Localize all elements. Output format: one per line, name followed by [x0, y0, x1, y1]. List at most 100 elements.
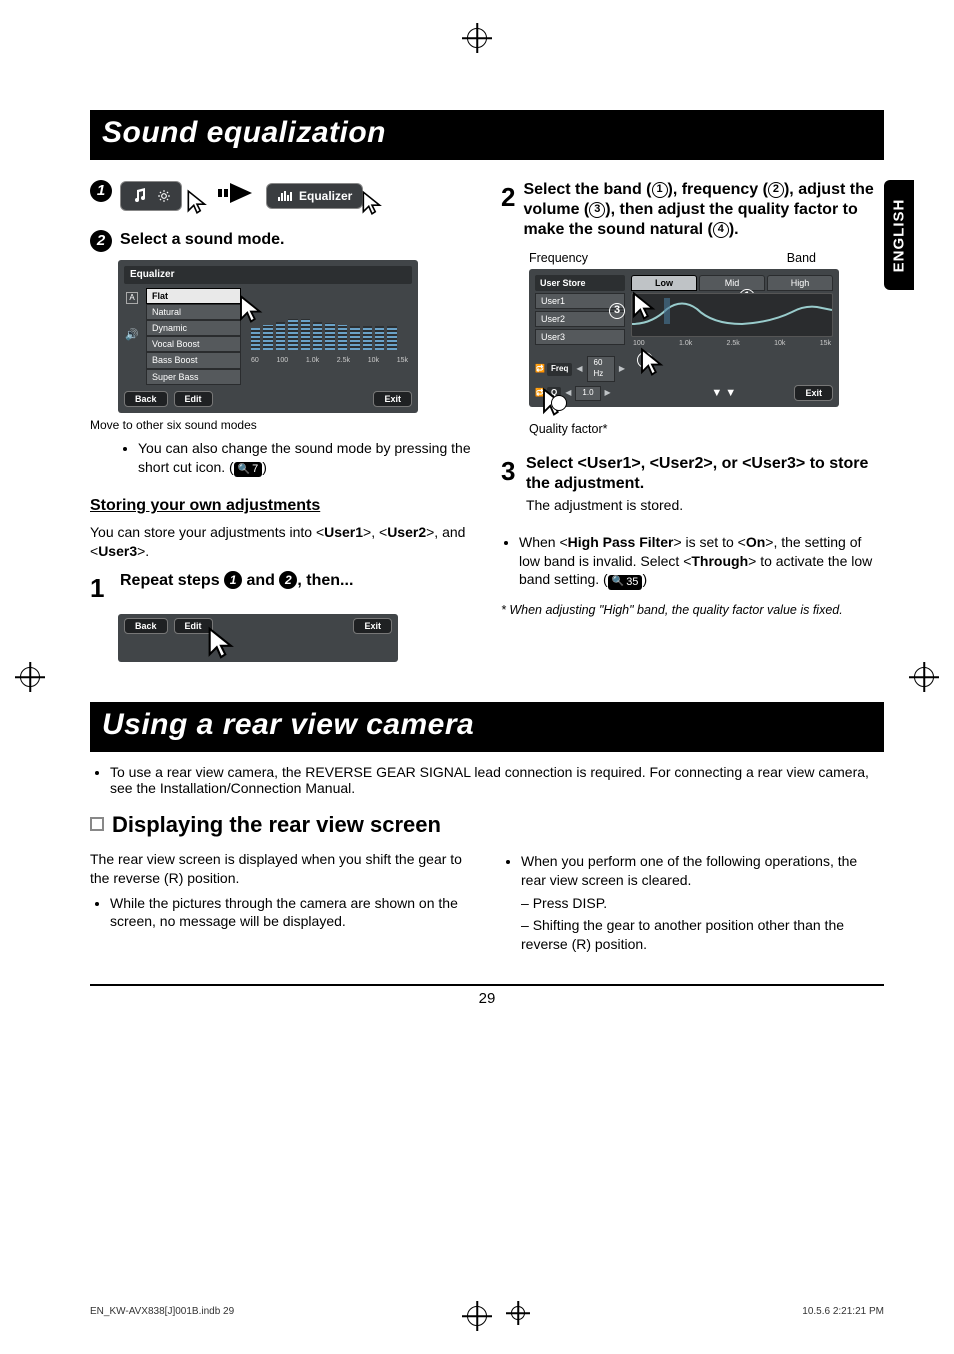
edit-button: Edit: [174, 391, 213, 407]
bullet-tail: ): [262, 459, 267, 475]
numbered-step-3: 3 Select <User1>, <User2>, or <User3> to…: [501, 454, 884, 519]
mode-item: Dynamic: [146, 320, 241, 336]
freq-label: 10k: [368, 356, 379, 365]
section1-columns: 1 Equalizer: [90, 174, 884, 662]
music-note-icon: [131, 188, 151, 204]
step-2-marker: 2: [90, 230, 112, 252]
freq-label: 60: [251, 356, 259, 365]
step-3-text: Select <User1>, <User2>, or <User3> to s…: [526, 454, 884, 494]
back-button: Back: [124, 618, 168, 634]
square-bullet-icon: [90, 817, 104, 831]
language-tab-label: ENGLISH: [891, 198, 908, 272]
page: ENGLISH Sound equalization 1: [0, 0, 954, 1354]
equalizer-icon: [277, 189, 293, 203]
band-high: High: [767, 275, 833, 291]
mode-item: Natural: [146, 304, 241, 320]
band-label: Band: [787, 250, 816, 267]
mode-item: Super Bass: [146, 369, 241, 385]
numbered-step-1: 1 Repeat steps 1 and 2, then...: [90, 571, 473, 606]
footer: EN_KW-AVX838[J]001B.indb 29 10.5.6 2:21:…: [90, 1306, 884, 1320]
mode-item: Flat: [146, 288, 241, 304]
section-title-sound-equalization: Sound equalization: [90, 110, 884, 160]
mode-list: Flat Natural Dynamic Vocal Boost Bass Bo…: [146, 288, 241, 385]
gear-icon: [157, 189, 171, 203]
q-row-value: 1.0: [575, 386, 600, 401]
storing-heading: Storing your own adjustments: [90, 495, 473, 517]
user-store-title: User Store: [535, 275, 625, 291]
cursor-icon: [204, 626, 238, 660]
cursor-icon: [629, 291, 659, 321]
source-icon: A: [126, 292, 138, 304]
ref-number: 7: [252, 462, 258, 477]
ref-number: 35: [626, 575, 638, 590]
footer-left: EN_KW-AVX838[J]001B.indb 29: [90, 1306, 234, 1320]
frequency-label: Frequency: [529, 250, 588, 267]
freq-label: 1.0k: [679, 339, 692, 348]
equalizer-button-label: Equalizer: [299, 188, 352, 204]
bullet-text: You can also change the sound mode by pr…: [138, 440, 471, 475]
freq-label: 2.5k: [337, 356, 350, 365]
rear-view-requirement: To use a rear view camera, the REVERSE G…: [110, 764, 884, 796]
freq-label: 2.5k: [727, 339, 740, 348]
registration-mark-top: [467, 28, 487, 48]
exit-button: Exit: [353, 618, 392, 634]
freq-label: 15k: [397, 356, 408, 365]
freq-label: 1.0k: [306, 356, 319, 365]
step-2r-text: Select the band (1), frequency (2), adju…: [523, 180, 884, 240]
back-button: Back: [124, 391, 168, 407]
section2-right-col: When you perform one of the following op…: [501, 846, 884, 960]
repeat-steps-label: Repeat steps 1 and 2, then...: [120, 571, 353, 591]
eq-screenshot-header: Equalizer: [124, 266, 412, 284]
storing-body: You can store your adjustments into <Use…: [90, 523, 473, 561]
mode-item: Vocal Boost: [146, 336, 241, 352]
music-settings-icon-button: [120, 181, 182, 211]
move-note: Move to other six sound modes: [90, 417, 473, 433]
speaker-icon: 🔊: [125, 328, 139, 343]
cursor-icon: [359, 190, 385, 216]
rear-view-right-b1: When you perform one of the following op…: [521, 852, 884, 954]
user-item: User3: [535, 329, 625, 345]
cursor-icon: [637, 347, 667, 377]
cursor-icon: [236, 294, 266, 324]
step-number-1: 1: [90, 571, 112, 606]
section2-left-col: The rear view screen is displayed when y…: [90, 846, 473, 960]
hp-filter-bullet: When <High Pass Filter> is set to <On>, …: [519, 533, 884, 590]
equalizer-button: Equalizer: [266, 183, 363, 209]
page-ref: 🔍35: [608, 575, 643, 590]
step-2-row: 2 Select a sound mode.: [90, 230, 473, 252]
step-number-3: 3: [501, 454, 518, 489]
language-tab: ENGLISH: [884, 180, 914, 290]
exit-button: Exit: [794, 385, 833, 401]
step-3-sub: The adjustment is stored.: [526, 496, 884, 515]
step-1-row: 1 Equalizer: [90, 180, 473, 212]
edit-bar-screenshot: Back Edit Exit: [118, 614, 398, 662]
bullet-shortcut: You can also change the sound mode by pr…: [138, 439, 473, 477]
quality-factor-label: Quality factor*: [529, 421, 884, 438]
eq-curve: ▲: [631, 293, 833, 337]
freq-row-value: 60 Hz: [587, 356, 615, 382]
rear-view-b1: While the pictures through the camera ar…: [110, 894, 473, 932]
step-1-marker: 1: [90, 180, 112, 202]
subsection-title-text: Displaying the rear view screen: [112, 812, 441, 838]
footer-right: 10.5.6 2:21:21 PM: [802, 1306, 884, 1320]
registration-mark-icon: [511, 1306, 525, 1320]
freq-label: 10k: [774, 339, 785, 348]
section-title-rear-view: Using a rear view camera: [90, 702, 884, 752]
arrow-icon: [210, 180, 260, 212]
page-ref: 🔍7: [234, 462, 263, 477]
freq-label: 15k: [820, 339, 831, 348]
freq-label: 100: [276, 356, 288, 365]
mode-item: Bass Boost: [146, 352, 241, 368]
cursor-icon: [184, 189, 210, 215]
eq-bars: 60 100 1.0k 2.5k 10k 15k: [247, 288, 412, 368]
registration-mark-left: [20, 667, 40, 687]
step-2-label: Select a sound mode.: [120, 230, 284, 250]
rear-view-p1: The rear view screen is displayed when y…: [90, 850, 473, 888]
registration-mark-right: [914, 667, 934, 687]
page-number: 29: [90, 990, 884, 1007]
subsection-title: Displaying the rear view screen: [90, 812, 884, 838]
equalizer-screenshot: Equalizer A 🔊 Flat Natural Dynamic Vocal…: [118, 260, 418, 412]
user-store-screenshot: User Store User1 User2 User3 Low Mid Hig…: [529, 269, 839, 407]
freq-row-label: Freq: [547, 363, 572, 376]
band-mid: Mid: [699, 275, 765, 291]
